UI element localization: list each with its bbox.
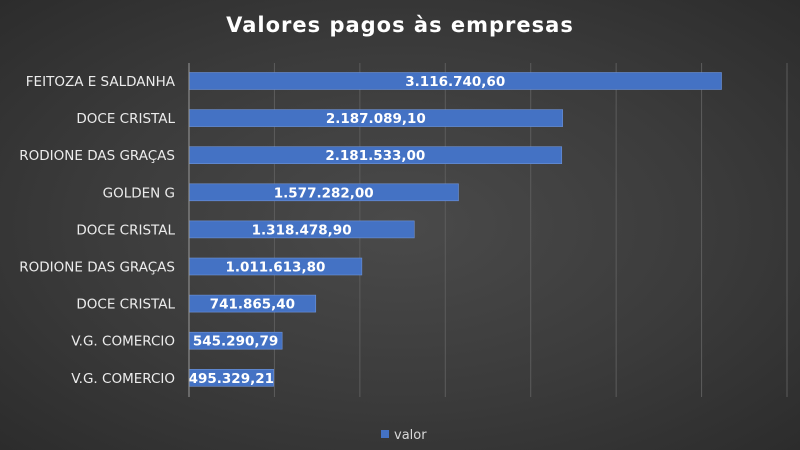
data-label: 2.181.533,00 — [325, 148, 425, 164]
legend-swatch-valor — [381, 430, 389, 438]
data-label: 1.011.613,80 — [225, 260, 325, 276]
category-label: DOCE CRISTAL — [76, 222, 175, 238]
data-label: 1.577.282,00 — [274, 185, 374, 201]
category-label: V.G. COMERCIO — [71, 334, 175, 350]
data-label: 3.116.740,60 — [405, 74, 505, 90]
data-label: 2.187.089,10 — [326, 111, 426, 127]
data-label: 741.865,40 — [210, 297, 295, 313]
category-label: DOCE CRISTAL — [76, 297, 175, 313]
category-label: V.G. COMERCIO — [71, 371, 175, 387]
data-label: 495.329,21 — [189, 371, 274, 387]
chart-title: Valores pagos às empresas — [226, 13, 574, 37]
data-label: 545.290,79 — [193, 334, 278, 350]
legend-label-valor: valor — [394, 428, 427, 443]
legend: valor — [381, 428, 427, 443]
category-label: DOCE CRISTAL — [76, 111, 175, 127]
category-label: FEITOZA E SALDANHA — [26, 74, 176, 90]
category-labels: FEITOZA E SALDANHA DOCE CRISTAL RODIONE DA… — [19, 74, 175, 387]
value-labels: 3.116.740,60 2.187.089,10 2.181.533,00 1.57… — [189, 74, 506, 387]
category-label: GOLDEN G — [103, 185, 175, 201]
category-label: RODIONE DAS GRAÇAS — [19, 260, 175, 276]
data-label: 1.318.478,90 — [252, 222, 352, 238]
category-label: RODIONE DAS GRAÇAS — [19, 148, 175, 164]
bars — [188, 72, 722, 387]
